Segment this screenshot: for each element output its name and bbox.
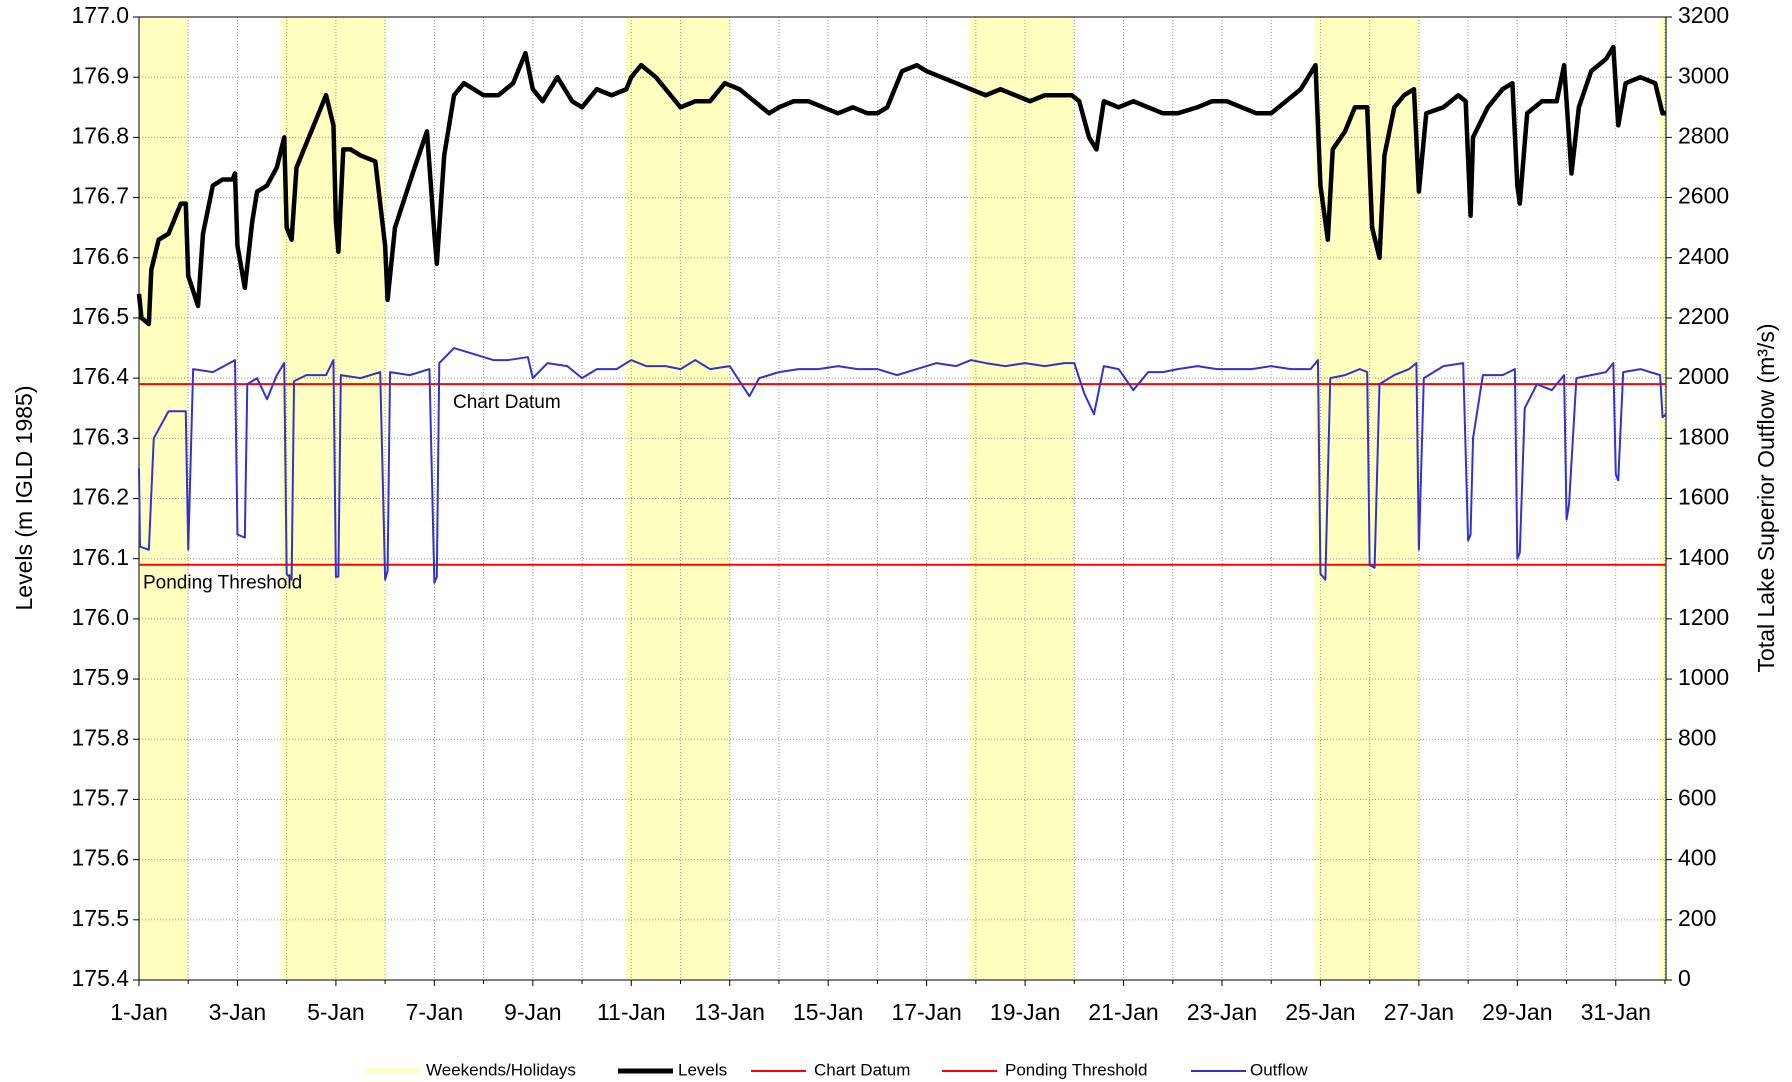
x-tick-label: 9-Jan (504, 999, 562, 1025)
y2-tick-label: 2400 (1678, 243, 1729, 269)
y-tick-label: 176.4 (71, 363, 129, 389)
y-tick-label: 176.9 (71, 62, 129, 88)
x-tick-label: 31-Jan (1581, 999, 1651, 1025)
y-axis-title: Levels (m IGLD 1985) (11, 386, 37, 611)
y-tick-label: 175.9 (71, 664, 129, 690)
y-tick-label: 176.3 (71, 423, 129, 449)
x-tick-label: 19-Jan (990, 999, 1060, 1025)
y2-tick-label: 3000 (1678, 62, 1729, 88)
x-tick-label: 23-Jan (1187, 999, 1257, 1025)
series-line (138, 347, 1667, 584)
y-tick-label: 175.5 (71, 905, 129, 931)
y2-tick-label: 2000 (1678, 363, 1729, 389)
x-tick-label: 3-Jan (209, 999, 267, 1025)
y-tick-label: 176.0 (71, 604, 129, 630)
x-tick-label: 15-Jan (793, 999, 863, 1025)
legend-label: Levels (678, 1060, 727, 1079)
shaded-region (1659, 17, 1666, 980)
y2-tick-label: 800 (1678, 724, 1716, 750)
legend-label: Chart Datum (814, 1060, 910, 1079)
y2-tick-label: 200 (1678, 905, 1716, 931)
y-tick-label: 175.4 (71, 965, 129, 991)
y-tick-label: 176.8 (71, 122, 129, 148)
x-tick-label: 1-Jan (110, 999, 168, 1025)
x-tick-label: 11-Jan (597, 999, 666, 1025)
y2-tick-label: 400 (1678, 845, 1716, 871)
x-tick-label: 25-Jan (1285, 999, 1355, 1025)
y-tick-label: 177.0 (71, 2, 129, 28)
y2-tick-label: 1400 (1678, 544, 1729, 570)
legend-label: Ponding Threshold (1005, 1060, 1147, 1079)
x-tick-label: 29-Jan (1482, 999, 1552, 1025)
y-tick-label: 176.2 (71, 484, 129, 510)
legend-label: Outflow (1250, 1060, 1308, 1079)
y2-tick-label: 1200 (1678, 604, 1729, 630)
y-tick-label: 176.5 (71, 303, 129, 329)
y2-tick-label: 3200 (1678, 2, 1729, 28)
y2-tick-label: 1800 (1678, 423, 1729, 449)
y2-tick-label: 2800 (1678, 122, 1729, 148)
x-tick-label: 5-Jan (307, 999, 365, 1025)
series-line (136, 44, 1666, 327)
y-tick-label: 176.1 (71, 544, 129, 570)
x-tick-label: 17-Jan (891, 999, 961, 1025)
y-tick-label: 175.6 (71, 845, 129, 871)
y-tick-label: 176.7 (71, 183, 129, 209)
y2-tick-label: 1000 (1678, 664, 1729, 690)
annotation: Ponding Threshold (143, 573, 302, 594)
shaded-region (969, 17, 1075, 980)
x-tick-label: 27-Jan (1384, 999, 1454, 1025)
annotation: Chart Datum (453, 392, 561, 413)
y2-tick-label: 2600 (1678, 183, 1729, 209)
x-tick-label: 13-Jan (695, 999, 765, 1025)
y-tick-label: 175.7 (71, 785, 129, 811)
shaded-region (625, 17, 730, 980)
y2-axis-title: Total Lake Superior Outflow (m³/s) (1753, 324, 1779, 673)
legend-label: Weekends/Holidays (426, 1060, 576, 1079)
x-tick-label: 7-Jan (406, 999, 464, 1025)
y-tick-label: 176.6 (71, 243, 129, 269)
y2-tick-label: 1600 (1678, 484, 1729, 510)
y2-tick-label: 2200 (1678, 303, 1729, 329)
x-tick-label: 21-Jan (1088, 999, 1158, 1025)
y2-tick-label: 0 (1678, 965, 1691, 991)
y-tick-label: 175.8 (71, 724, 129, 750)
y2-tick-label: 600 (1678, 785, 1716, 811)
